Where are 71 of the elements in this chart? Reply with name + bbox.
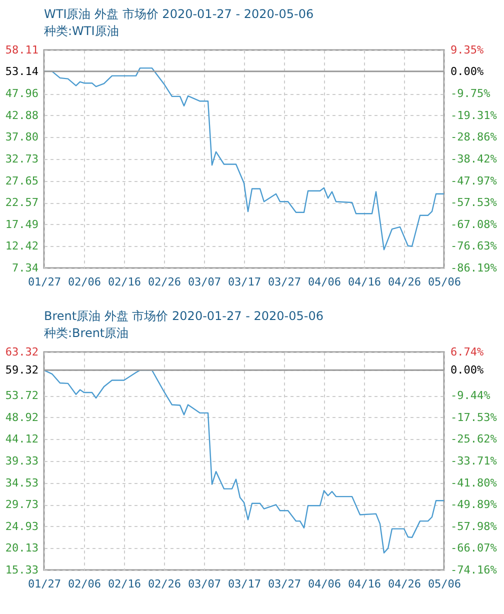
x-tick-label: 03/07 [188,578,222,590]
x-tick-label: 05/06 [428,578,462,590]
y-tick-label: 37.80 [5,130,38,144]
x-tick-label: 05/06 [428,276,462,288]
y-tick-label: 15.33 [5,564,38,576]
x-tick-label: 03/17 [228,578,262,590]
x-tick-label: 01/27 [28,578,62,590]
x-tick-label: 03/17 [228,276,262,288]
y2-tick-label: -25.62% [450,432,498,446]
y2-tick-label: -74.16% [450,564,498,576]
y2-tick-label: -19.31% [450,108,498,122]
y-tick-label: 63.32 [5,346,38,358]
y2-tick-label: -49.89% [450,498,498,512]
chart-title: WTI原油 外盘 市场价 2020-01-27 - 2020-05-06 [44,7,314,21]
chart-title: Brent原油 外盘 市场价 2020-01-27 - 2020-05-06 [44,309,324,323]
x-tick-label: 01/27 [28,276,62,288]
y-tick-label: 17.49 [5,218,38,231]
x-tick-label: 02/16 [108,276,142,288]
y-tick-label: 39.33 [5,454,38,468]
y2-tick-label: 9.35% [450,44,484,56]
y-tick-label: 34.53 [5,476,38,490]
x-tick-label: 04/16 [348,276,382,288]
line-series [44,370,444,554]
y2-tick-label: -17.53% [450,410,498,424]
y2-tick-label: -57.98% [450,520,498,533]
y-tick-label: 22.57 [5,196,38,210]
x-tick-label: 04/06 [308,578,342,590]
x-tick-label: 03/27 [268,578,302,590]
x-tick-label: 04/26 [388,578,422,590]
y2-tick-label: -67.08% [450,218,498,231]
y-tick-label: 53.14 [5,64,39,78]
y-tick-label: 20.13 [5,542,38,555]
y2-tick-label: -41.80% [450,476,498,490]
x-tick-label: 02/06 [68,276,102,288]
y-tick-label: 59.32 [5,364,38,377]
x-tick-label: 02/26 [148,578,182,590]
y-tick-label: 53.72 [5,389,38,402]
y2-tick-label: -66.07% [450,542,498,555]
y-tick-label: 27.65 [5,174,38,188]
x-tick-label: 04/16 [348,578,382,590]
y2-tick-label: -38.42% [450,152,498,166]
x-tick-label: 04/06 [308,276,342,288]
x-tick-label: 02/06 [68,578,102,590]
y-tick-label: 24.93 [5,520,38,533]
y2-tick-label: -9.75% [450,87,491,100]
y-tick-label: 7.34 [12,262,39,274]
y2-tick-label: 0.00% [450,364,484,377]
x-tick-label: 02/26 [148,276,182,288]
y2-tick-label: -33.71% [450,454,498,468]
y2-tick-label: -47.97% [450,174,498,188]
y2-tick-label: 6.74% [450,346,484,358]
y-tick-label: 29.73 [5,498,38,512]
y-tick-label: 12.42 [5,240,38,253]
y2-tick-label: 0.00% [450,64,484,78]
chart-subtitle: 种类:Brent原油 [44,326,129,340]
y2-tick-label: -76.63% [450,240,498,253]
y-tick-label: 48.92 [5,410,38,424]
y-tick-label: 32.73 [5,152,38,166]
x-tick-label: 04/26 [388,276,422,288]
chart-subtitle: 种类:WTI原油 [44,24,119,38]
y-tick-label: 42.88 [5,108,38,122]
y2-tick-label: -28.86% [450,130,498,144]
y2-tick-label: -9.44% [450,389,491,402]
x-tick-label: 03/07 [188,276,222,288]
y-tick-label: 47.96 [5,87,38,100]
x-tick-label: 03/27 [268,276,302,288]
y2-tick-label: -57.53% [450,196,498,210]
y2-tick-label: -86.19% [450,262,498,274]
x-tick-label: 02/16 [108,578,142,590]
y-tick-label: 44.12 [5,432,38,446]
y-tick-label: 58.11 [5,44,38,56]
